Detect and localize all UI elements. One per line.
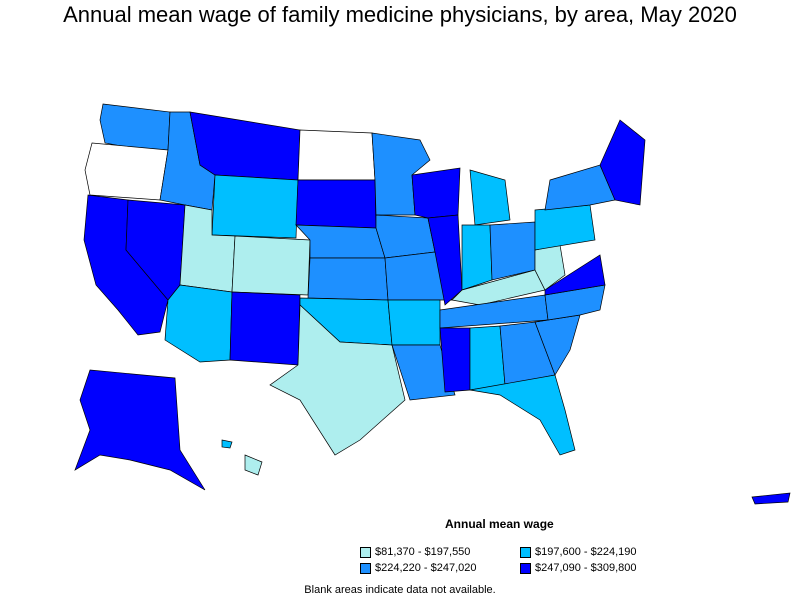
region-arkansas — [387, 299, 441, 346]
legend-swatch — [520, 562, 531, 574]
legend-label: $247,090 - $309,800 — [535, 562, 637, 574]
region-north-dakota — [297, 129, 376, 181]
legend-label: $81,370 - $197,550 — [375, 546, 471, 558]
legend-item-1: $81,370 - $197,550 — [360, 546, 470, 558]
legend-title: Annual mean wage — [445, 517, 554, 531]
region-mississippi — [439, 327, 471, 393]
region-new-england — [599, 119, 646, 206]
legend-swatch — [360, 562, 371, 574]
legend-label: $224,220 - $247,020 — [375, 562, 477, 574]
region-alaska — [74, 369, 206, 491]
region-puerto-rico — [751, 492, 791, 505]
region-texas — [269, 304, 406, 456]
region-south-dakota — [295, 179, 377, 229]
region-indiana — [461, 224, 493, 291]
region-washington — [99, 103, 171, 151]
map-title: Annual mean wage of family medicine phys… — [63, 2, 737, 27]
region-ohio — [489, 221, 536, 281]
region-florida — [469, 374, 576, 456]
region-hawaii-islands — [221, 439, 233, 449]
legend-item-4: $247,090 - $309,800 — [520, 562, 637, 574]
legend-label: $197,600 - $224,190 — [535, 546, 637, 558]
region-louisiana — [391, 344, 456, 401]
legend-swatch — [520, 546, 531, 558]
legend-item-3: $224,220 - $247,020 — [360, 562, 477, 574]
region-iowa — [375, 214, 436, 259]
legend-swatch — [360, 546, 371, 558]
region-new-york — [544, 164, 616, 211]
region-virginia — [544, 254, 606, 296]
region-illinois — [427, 214, 463, 306]
region-alabama — [469, 325, 506, 391]
region-hawaii — [244, 454, 263, 476]
region-kansas — [307, 257, 389, 301]
region-wisconsin — [411, 167, 461, 219]
region-oregon — [84, 142, 169, 201]
region-new-mexico — [229, 291, 301, 366]
legend-item-2: $197,600 - $224,190 — [520, 546, 637, 558]
region-wyoming — [211, 174, 299, 239]
region-pennsylvania — [534, 204, 596, 251]
footnote: Blank areas indicate data not available. — [304, 584, 496, 596]
region-arizona — [164, 284, 233, 363]
region-michigan — [469, 169, 511, 226]
region-colorado — [231, 235, 311, 296]
